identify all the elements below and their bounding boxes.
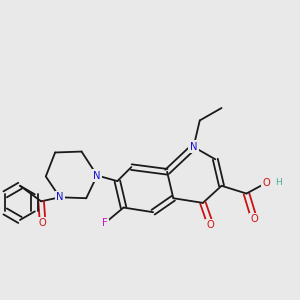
Text: N: N [190,142,197,152]
Text: O: O [39,218,46,228]
Text: O: O [250,214,258,224]
Text: O: O [207,220,214,230]
Text: O: O [263,178,271,188]
Text: N: N [93,170,101,181]
Text: H: H [275,178,282,187]
Text: F: F [102,218,108,228]
Text: N: N [56,192,64,202]
